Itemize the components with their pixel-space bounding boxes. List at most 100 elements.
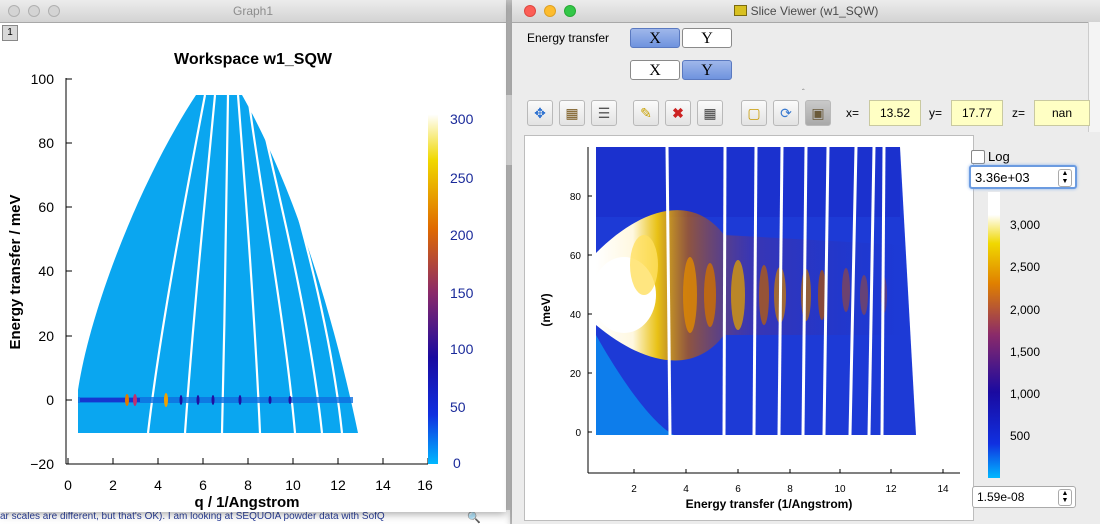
- slice-cb-tick: 1,500: [1010, 345, 1040, 359]
- slice-x-tick: 6: [735, 484, 741, 495]
- graph-cb-tick: 0: [453, 455, 461, 471]
- y-coordinate-label: y=: [929, 106, 943, 120]
- slice-y-tick: 60: [570, 251, 582, 262]
- slice-y-tick: 0: [575, 428, 581, 439]
- graph-y-tick: 80: [38, 135, 54, 151]
- grid-icon[interactable]: ▦: [697, 100, 723, 126]
- y-coordinate-value: 17.77: [951, 100, 1003, 126]
- slice-y-tick: 40: [570, 310, 582, 321]
- slice-x-tick: 14: [937, 484, 949, 495]
- slice-cb-tick: 2,000: [1010, 303, 1040, 317]
- graph-y-tick: 40: [38, 263, 54, 279]
- zoom-light[interactable]: [564, 5, 576, 17]
- slice-y-tick: 20: [570, 369, 582, 380]
- slice-viewer-titlebar[interactable]: Slice Viewer (w1_SQW): [512, 0, 1100, 23]
- graph-colorbar: [428, 84, 438, 464]
- graph-y-tick: 20: [38, 328, 54, 344]
- resize-handle-icon[interactable]: ˆ: [802, 88, 805, 97]
- close-icon[interactable]: ✖: [665, 100, 691, 126]
- graph-cb-tick: 250: [450, 170, 474, 186]
- search-icon: 🔍: [467, 512, 481, 524]
- graph-cb-tick: 100: [450, 341, 474, 357]
- graph-detector-gaps: [146, 94, 344, 434]
- graph-cb-tick: 150: [450, 285, 474, 301]
- color-max-stepper[interactable]: ▲ ▼: [1058, 169, 1072, 187]
- slice-colorbar-panel: 3,000 2,500 2,000 1,500 1,000 500: [988, 192, 1040, 478]
- slice-cb-tick: 1,000: [1010, 387, 1040, 401]
- z-coordinate-label: z=: [1012, 106, 1026, 120]
- color-min-value: 1.59e-08: [977, 490, 1025, 504]
- slice-viewer-title: Slice Viewer (w1_SQW): [512, 4, 1100, 18]
- graph-plot-title: Workspace w1_SQW: [174, 51, 333, 68]
- graph-y-tick: 0: [46, 392, 54, 408]
- graph-elastic-line: [78, 393, 353, 407]
- graph-window-title: Graph1: [232, 4, 274, 18]
- graph-x-tick: 6: [199, 477, 207, 493]
- line-profile-button[interactable]: ☰: [591, 100, 617, 126]
- graph-x-label: q / 1/Angstrom: [194, 494, 299, 511]
- slice-detector-gaps: [665, 146, 886, 436]
- graph-y-tick: 100: [31, 71, 55, 87]
- lock-icon[interactable]: ▣: [805, 100, 831, 126]
- close-light[interactable]: [8, 5, 20, 17]
- dim1-x-button[interactable]: X: [630, 28, 680, 48]
- graph-y-tick: 60: [38, 199, 54, 215]
- x-coordinate-label: x=: [846, 106, 860, 120]
- graph-x-tick: 4: [154, 477, 162, 493]
- graph-cb-tick: 200: [450, 227, 474, 243]
- background-document-text: ar scales are different, but that's OK).…: [0, 510, 510, 524]
- graph-cb-tick: 300: [450, 111, 474, 127]
- panel-scrollbar[interactable]: [1088, 22, 1100, 132]
- graph-x-tick: 10: [285, 477, 301, 493]
- slice-plot: 80 60 40 20 0 (meV) 2 4 6 8 10 12 14 Ene…: [539, 146, 960, 511]
- rebin-button[interactable]: ▦: [559, 100, 585, 126]
- dim2-x-button[interactable]: X: [630, 60, 680, 80]
- z-coordinate-value: nan: [1034, 100, 1090, 126]
- minimize-light[interactable]: [544, 5, 556, 17]
- slice-x-axis: 2 4 6 8 10 12 14: [631, 469, 949, 495]
- minimize-light[interactable]: [28, 5, 40, 17]
- slice-viewer-window: Slice Viewer (w1_SQW) Energy transfer X …: [512, 0, 1100, 524]
- log-checkbox[interactable]: [971, 150, 985, 164]
- graph-x-axis: 0 2 4 6 8 10 12 14 16: [64, 458, 433, 493]
- graph-x-tick: 0: [64, 477, 72, 493]
- graph-x-tick: 2: [109, 477, 117, 493]
- slice-x-tick: 2: [631, 484, 637, 495]
- graph-window-titlebar[interactable]: Graph1: [0, 0, 506, 23]
- close-light[interactable]: [524, 5, 536, 17]
- slice-x-label: Energy transfer (1/Angstrom): [686, 497, 853, 511]
- slice-y-label: (meV): [539, 293, 553, 326]
- dim2-y-button[interactable]: Y: [682, 60, 732, 80]
- slice-colorbar: [988, 192, 1000, 478]
- graph-window: Graph1 1 Workspace w1_SQW: [0, 0, 506, 512]
- slice-x-tick: 8: [787, 484, 793, 495]
- graph-y-label: Energy transfer / meV: [7, 194, 24, 349]
- layer-tab[interactable]: 1: [2, 25, 18, 41]
- log-label: Log: [988, 149, 1010, 164]
- graph-colorbar-ticks: 300 250 200 150 100 50 0: [450, 111, 474, 471]
- color-max-input[interactable]: 3.36e+03 ▲ ▼: [969, 165, 1077, 189]
- dim1-y-button[interactable]: Y: [682, 28, 732, 48]
- graph-x-tick: 16: [417, 477, 433, 493]
- slice-colorbar-ticks: 3,000 2,500 2,000 1,500 1,000 500: [1010, 218, 1040, 443]
- slice-x-tick: 10: [834, 484, 846, 495]
- x-coordinate-value: 13.52: [869, 100, 921, 126]
- zoom-light[interactable]: [48, 5, 60, 17]
- dim1-label: Energy transfer: [527, 31, 610, 45]
- reset-zoom-button[interactable]: ✥: [527, 100, 553, 126]
- refresh-icon[interactable]: ⟳: [773, 100, 799, 126]
- graph-cb-tick: 50: [450, 399, 466, 415]
- color-max-value: 3.36e+03: [975, 170, 1030, 185]
- pencil-icon[interactable]: ✎: [633, 100, 659, 126]
- graph-plot: Workspace w1_SQW: [7, 51, 474, 511]
- slice-cb-tick: 500: [1010, 429, 1030, 443]
- new-page-icon[interactable]: ▢: [741, 100, 767, 126]
- slice-x-tick: 4: [683, 484, 689, 495]
- color-min-stepper[interactable]: ▲ ▼: [1058, 489, 1072, 506]
- color-min-input[interactable]: 1.59e-08 ▲ ▼: [972, 486, 1076, 508]
- slice-viewer-app-icon: [733, 5, 747, 16]
- slice-y-axis: 80 60 40 20 0: [570, 192, 592, 439]
- graph-y-tick: −20: [30, 456, 54, 472]
- slice-cb-tick: 3,000: [1010, 218, 1040, 232]
- graph-y-axis: 100 80 60 40 20 0 −20: [30, 71, 72, 472]
